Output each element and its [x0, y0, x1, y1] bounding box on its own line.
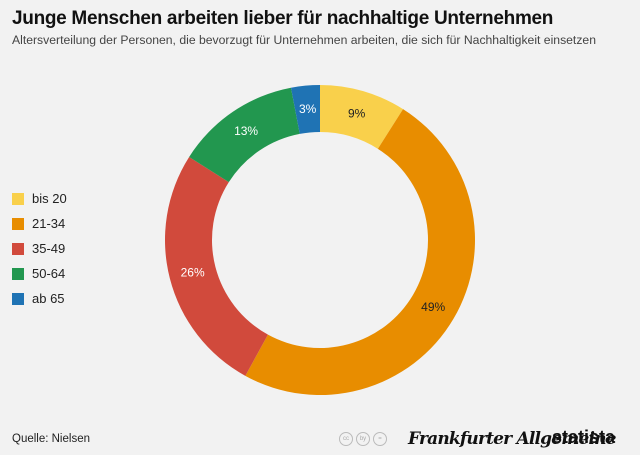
slice-35-49	[164, 156, 268, 376]
slice-label: 9%	[348, 107, 366, 121]
chart-title: Junge Menschen arbeiten lieber für nachh…	[12, 8, 554, 29]
statista-logo[interactable]: statista	[552, 427, 616, 447]
legend-item: bis 20	[12, 186, 67, 211]
legend-item: 35-49	[12, 236, 67, 261]
cc-nd-icon[interactable]: =	[373, 432, 387, 446]
cc-icon[interactable]: cc	[339, 432, 353, 446]
cc-by-icon[interactable]: by	[356, 432, 370, 446]
publisher-logo[interactable]: Frankfurter Allgemeine	[408, 429, 617, 449]
legend-item: 50-64	[12, 261, 67, 286]
legend-label: bis 20	[32, 191, 67, 206]
legend-item: 21-34	[12, 211, 67, 236]
slice-label: 3%	[299, 102, 317, 116]
slice-21-34	[245, 109, 476, 396]
legend-swatch	[12, 192, 24, 205]
legend-swatch	[12, 242, 24, 255]
slice-ab-65	[290, 85, 320, 134]
legend-item: ab 65	[12, 286, 67, 311]
legend-swatch	[12, 292, 24, 305]
chart-subtitle: Altersverteilung der Personen, die bevor…	[12, 33, 596, 47]
source-note: Quelle: Nielsen	[12, 433, 90, 445]
slice-bis-20	[320, 85, 404, 149]
slice-label: 49%	[421, 300, 445, 314]
legend-swatch	[12, 217, 24, 230]
slice-50-64	[189, 87, 300, 183]
legend-label: 21-34	[32, 216, 66, 231]
legend-label: 50-64	[32, 266, 66, 281]
slice-label: 13%	[234, 124, 258, 138]
slice-label: 26%	[181, 266, 205, 280]
legend-label: ab 65	[32, 291, 65, 306]
license-icons[interactable]: cc by =	[339, 432, 387, 446]
legend: bis 20 21-34 35-49 50-64 ab 65	[12, 186, 67, 311]
legend-label: 35-49	[32, 241, 66, 256]
legend-swatch	[12, 267, 24, 280]
